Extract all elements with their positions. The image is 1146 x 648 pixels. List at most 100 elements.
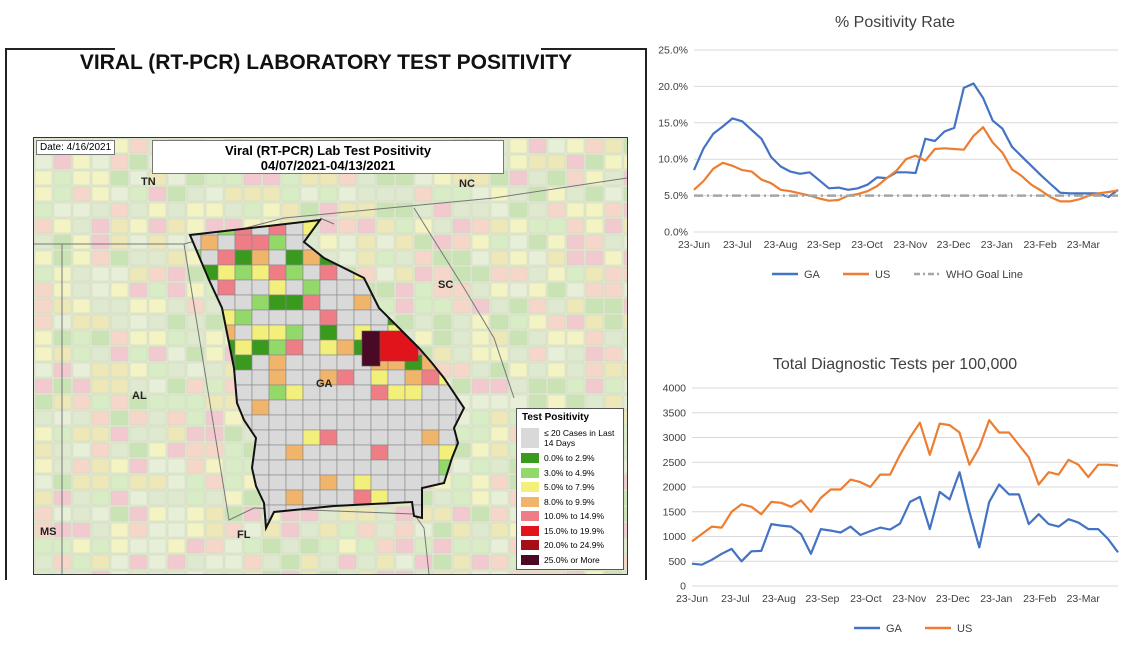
- county: [251, 294, 270, 311]
- county: [421, 369, 440, 386]
- county: [421, 414, 440, 431]
- county: [395, 282, 414, 298]
- county: [34, 282, 53, 298]
- x-tick-label: 23-Sep: [807, 239, 841, 251]
- county: [148, 570, 167, 574]
- county: [285, 294, 304, 311]
- county: [471, 266, 490, 282]
- county: [251, 414, 270, 431]
- county: [110, 346, 129, 362]
- county: [414, 186, 433, 202]
- county: [34, 474, 53, 490]
- county: [251, 354, 270, 371]
- county: [285, 459, 304, 476]
- county: [72, 250, 91, 266]
- county: [623, 554, 627, 570]
- county: [110, 442, 129, 458]
- county: [167, 378, 186, 394]
- county: [217, 279, 236, 296]
- county: [72, 202, 91, 218]
- county: [433, 538, 452, 554]
- county: [528, 282, 547, 298]
- county: [376, 282, 395, 298]
- county: [471, 282, 490, 298]
- county: [148, 442, 167, 458]
- county: [490, 378, 509, 394]
- county: [319, 202, 338, 218]
- county: [623, 506, 627, 522]
- county: [414, 314, 433, 330]
- county: [585, 362, 604, 378]
- county: [186, 490, 205, 506]
- county: [186, 202, 205, 218]
- county: [129, 154, 148, 170]
- county: [268, 309, 287, 326]
- legend-label: GA: [886, 623, 903, 635]
- county: [224, 202, 243, 218]
- county: [370, 429, 389, 446]
- county: [234, 354, 253, 371]
- county: [302, 264, 321, 281]
- county: [509, 346, 528, 362]
- county: [91, 426, 110, 442]
- county: [319, 570, 338, 574]
- county: [490, 250, 509, 266]
- county: [433, 218, 452, 234]
- county: [148, 490, 167, 506]
- county: [148, 426, 167, 442]
- county: [72, 570, 91, 574]
- legend-label: 10.0% to 14.9%: [544, 511, 605, 522]
- county: [547, 346, 566, 362]
- county: [262, 554, 281, 570]
- county: [34, 218, 53, 234]
- county: [623, 458, 627, 474]
- county: [509, 282, 528, 298]
- county: [319, 429, 338, 446]
- county: [471, 570, 490, 574]
- county: [395, 250, 414, 266]
- county: [452, 234, 471, 250]
- county: [376, 250, 395, 266]
- county: [205, 202, 224, 218]
- county: [433, 346, 452, 362]
- county: [34, 570, 53, 574]
- county: [414, 250, 433, 266]
- county: [490, 570, 509, 574]
- county: [34, 346, 53, 362]
- county: [167, 234, 186, 250]
- county: [268, 234, 287, 251]
- county: [129, 554, 148, 570]
- county: [205, 314, 224, 330]
- state-label-ga: GA: [316, 378, 333, 390]
- county: [490, 234, 509, 250]
- county: [471, 410, 490, 426]
- county: [200, 234, 219, 251]
- county: [34, 522, 53, 538]
- county: [91, 266, 110, 282]
- county: [319, 354, 338, 371]
- county: [224, 538, 243, 554]
- county: [387, 369, 406, 386]
- county: [471, 314, 490, 330]
- legend-swatch: [521, 525, 539, 536]
- county: [490, 362, 509, 378]
- county: [129, 394, 148, 410]
- county: [585, 314, 604, 330]
- x-tick-label: 23-Sep: [805, 593, 839, 605]
- county: [148, 266, 167, 282]
- county: [148, 186, 167, 202]
- county: [34, 330, 53, 346]
- county: [471, 506, 490, 522]
- county: [376, 570, 395, 574]
- county: [623, 186, 627, 202]
- county: [91, 330, 110, 346]
- county: [91, 250, 110, 266]
- county: [302, 339, 321, 356]
- legend-label: GA: [804, 269, 821, 281]
- county: [404, 414, 423, 431]
- county: [234, 369, 253, 386]
- county: [91, 538, 110, 554]
- county: [110, 250, 129, 266]
- county: [376, 234, 395, 250]
- county: [604, 282, 623, 298]
